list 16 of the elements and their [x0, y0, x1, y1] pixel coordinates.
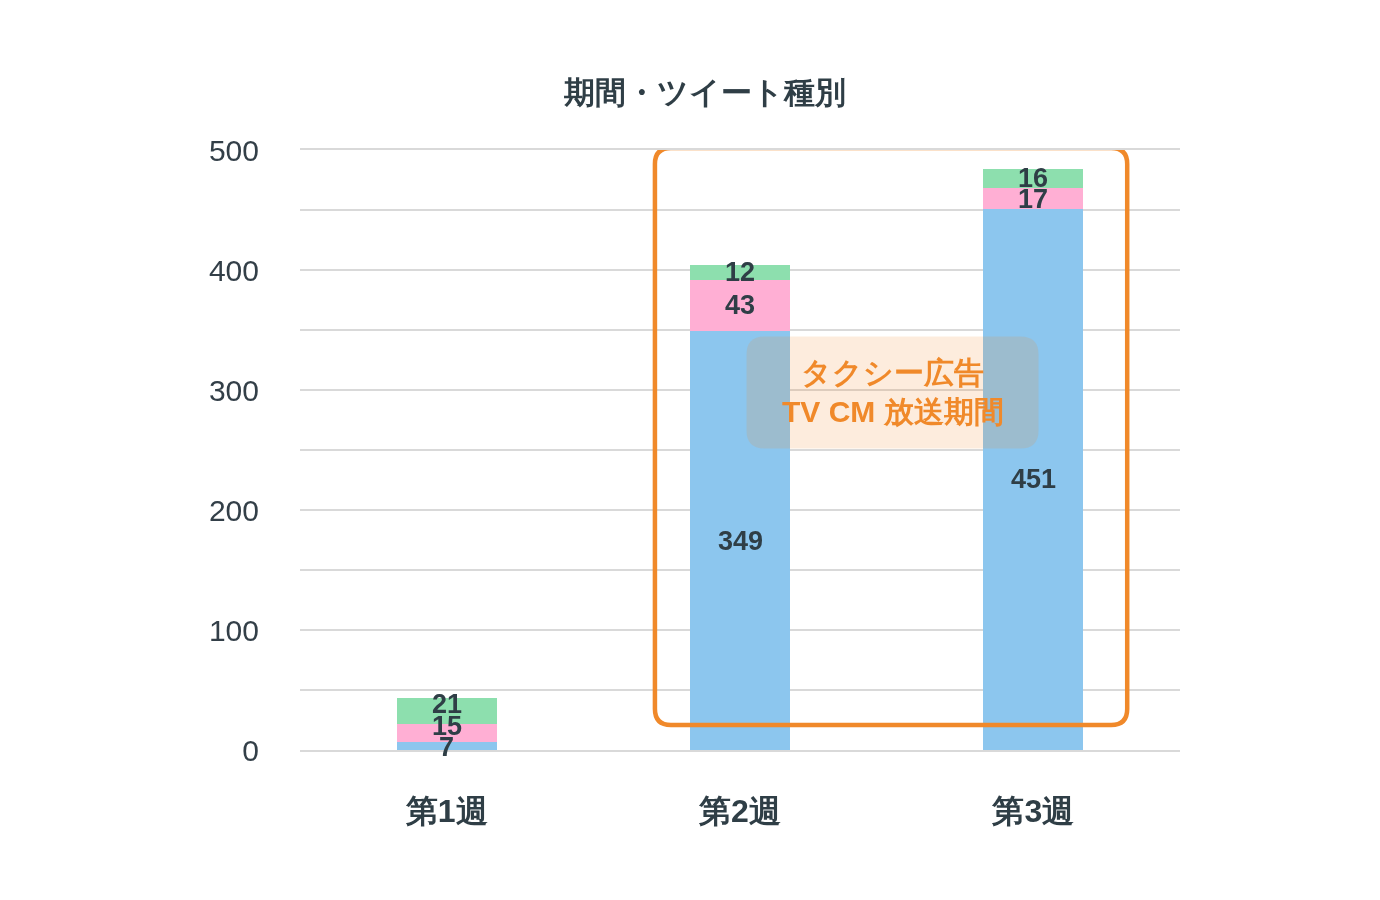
chart-title: 期間・ツイート種別 [563, 74, 847, 110]
data-label: 451 [1011, 464, 1057, 494]
x-tick-label: 第3週 [991, 793, 1075, 830]
data-label: 349 [718, 526, 764, 556]
y-tick-label: 100 [208, 613, 259, 647]
data-label: 12 [725, 257, 756, 287]
y-tick-label: 200 [208, 493, 259, 527]
y-tick-label: 0 [242, 733, 259, 767]
y-tick-label: 300 [208, 373, 259, 407]
y-tick-label: 400 [208, 253, 259, 287]
bar [983, 188, 1084, 209]
y-tick-label: 500 [208, 133, 259, 167]
x-tick-label: 第1週 [404, 793, 488, 830]
data-label: 43 [725, 290, 756, 320]
x-tick-label: 第2週 [698, 793, 781, 830]
bar [690, 279, 790, 332]
